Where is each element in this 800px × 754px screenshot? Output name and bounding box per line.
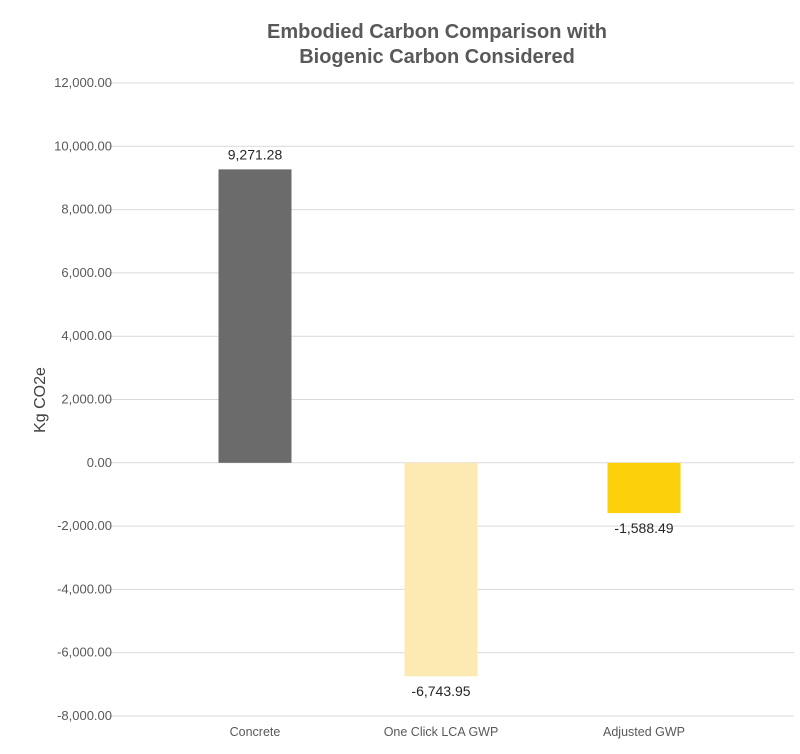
bar-1 <box>404 462 478 677</box>
y-tick-label: -2,000.00 <box>57 518 112 533</box>
bar-0 <box>218 169 292 463</box>
x-tick-label: Concrete <box>230 725 281 739</box>
bar-2 <box>607 462 681 514</box>
chart-title-line-2: Biogenic Carbon Considered <box>299 46 575 68</box>
y-tick-label: 12,000.00 <box>54 75 112 90</box>
y-axis-label: Kg CO2e <box>32 367 49 433</box>
chart-title-line-1: Embodied Carbon Comparison with <box>266 21 607 43</box>
data-label: 9,271.28 <box>228 146 283 162</box>
data-label: -1,588.49 <box>614 520 673 536</box>
data-label: -6,743.95 <box>411 683 470 699</box>
x-tick-label: Adjusted GWP <box>603 725 685 739</box>
y-tick-label: -6,000.00 <box>57 645 112 660</box>
y-tick-label: 2,000.00 <box>61 392 112 407</box>
chart-title: Embodied Carbon Comparison with Biogenic… <box>137 20 737 70</box>
y-tick-label: 8,000.00 <box>61 202 112 217</box>
y-tick-label: 6,000.00 <box>61 265 112 280</box>
y-tick-label: -8,000.00 <box>57 708 112 723</box>
x-tick-label: One Click LCA GWP <box>384 725 499 739</box>
y-tick-label: 0.00 <box>87 455 112 470</box>
y-tick-label: 4,000.00 <box>61 328 112 343</box>
y-tick-label: 10,000.00 <box>54 138 112 153</box>
y-tick-label: -4,000.00 <box>57 581 112 596</box>
